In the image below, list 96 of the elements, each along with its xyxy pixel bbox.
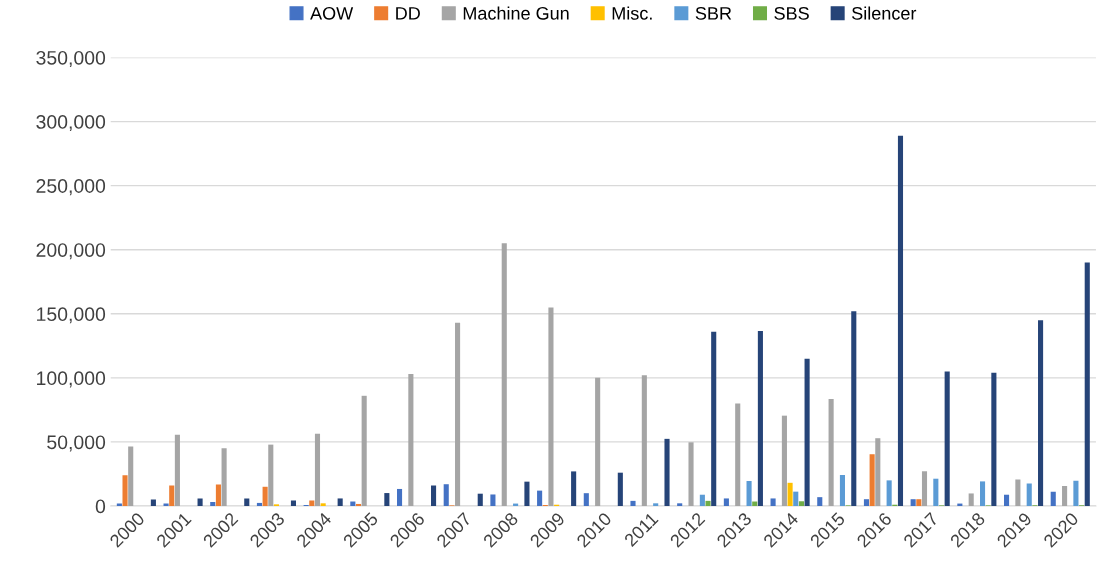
bar bbox=[244, 498, 250, 506]
y-tick-label: 200,000 bbox=[36, 243, 106, 260]
bar bbox=[163, 503, 169, 506]
bar bbox=[1026, 483, 1032, 506]
bar bbox=[1003, 494, 1010, 506]
bar bbox=[699, 494, 705, 506]
bar bbox=[921, 471, 928, 506]
bar bbox=[630, 500, 636, 506]
bar bbox=[431, 485, 437, 506]
bar bbox=[617, 472, 623, 506]
bar bbox=[537, 490, 543, 506]
bar bbox=[150, 499, 156, 506]
bar bbox=[770, 498, 776, 506]
bar bbox=[653, 503, 659, 506]
bar bbox=[793, 491, 799, 506]
bar bbox=[688, 442, 694, 506]
legend-label: SBS bbox=[774, 6, 809, 20]
legend-label: Machine Gun bbox=[463, 6, 569, 20]
bar bbox=[1050, 491, 1056, 506]
bar bbox=[548, 307, 554, 506]
bar bbox=[128, 446, 134, 506]
bar bbox=[839, 474, 845, 506]
bar bbox=[314, 433, 321, 506]
bar bbox=[455, 322, 461, 506]
bar bbox=[337, 498, 343, 506]
bar bbox=[897, 135, 904, 506]
bar bbox=[384, 493, 390, 506]
bar bbox=[875, 438, 881, 506]
bar bbox=[746, 481, 752, 506]
bar bbox=[256, 502, 262, 506]
bar bbox=[828, 399, 834, 506]
legend-label: AOW bbox=[310, 6, 354, 20]
bar bbox=[309, 500, 315, 506]
y-tick-label: 0 bbox=[95, 499, 106, 514]
bar bbox=[723, 498, 729, 506]
bar bbox=[991, 372, 997, 506]
bar bbox=[1015, 479, 1021, 506]
bar bbox=[408, 374, 414, 506]
bar bbox=[361, 395, 367, 506]
bar bbox=[798, 501, 804, 506]
bar bbox=[916, 499, 922, 506]
bar bbox=[210, 501, 216, 506]
y-tick-label: 350,000 bbox=[36, 50, 106, 68]
bar bbox=[817, 497, 823, 506]
legend-label: SBR bbox=[695, 6, 732, 20]
y-tick-label: 250,000 bbox=[36, 179, 106, 196]
bar bbox=[705, 500, 711, 506]
bar bbox=[268, 444, 274, 506]
bar bbox=[979, 481, 986, 506]
bar bbox=[1073, 480, 1079, 506]
bar bbox=[490, 494, 496, 506]
bar bbox=[122, 475, 128, 506]
bar bbox=[443, 484, 449, 506]
legend-label: Silencer bbox=[852, 6, 917, 20]
bar bbox=[781, 415, 787, 506]
bar bbox=[477, 493, 483, 506]
bar bbox=[735, 403, 741, 506]
bar bbox=[968, 493, 974, 506]
bar bbox=[320, 503, 326, 506]
bar bbox=[571, 471, 577, 506]
bar bbox=[886, 480, 892, 506]
bar bbox=[641, 375, 647, 506]
bar bbox=[804, 358, 810, 506]
bar bbox=[711, 331, 717, 506]
y-tick-label: 300,000 bbox=[36, 115, 106, 132]
bar bbox=[664, 438, 670, 506]
bar bbox=[677, 503, 683, 506]
bar bbox=[851, 311, 857, 506]
bar bbox=[221, 448, 227, 506]
bar bbox=[396, 488, 403, 506]
y-tick-label: 50,000 bbox=[47, 435, 106, 452]
bar bbox=[355, 503, 362, 506]
bar bbox=[524, 481, 530, 506]
bar bbox=[933, 478, 939, 506]
bar bbox=[174, 434, 180, 506]
bar bbox=[1084, 262, 1090, 506]
bar bbox=[501, 243, 507, 506]
bar bbox=[1038, 320, 1044, 506]
y-tick-label: 100,000 bbox=[37, 371, 106, 388]
bar bbox=[169, 485, 175, 506]
bar bbox=[595, 377, 601, 506]
bar bbox=[863, 499, 870, 506]
bar bbox=[197, 498, 203, 506]
legend-label: Misc. bbox=[612, 6, 652, 20]
bar bbox=[262, 486, 268, 506]
bar bbox=[1062, 485, 1068, 506]
bar bbox=[757, 331, 763, 506]
bar bbox=[215, 484, 221, 506]
bar bbox=[869, 454, 875, 506]
bar bbox=[583, 493, 589, 506]
bar bbox=[910, 499, 916, 506]
legend-label: DD bbox=[396, 7, 420, 20]
bar bbox=[290, 500, 297, 506]
bar bbox=[787, 482, 793, 506]
y-tick-label: 150,000 bbox=[37, 307, 106, 324]
bar bbox=[944, 371, 950, 506]
